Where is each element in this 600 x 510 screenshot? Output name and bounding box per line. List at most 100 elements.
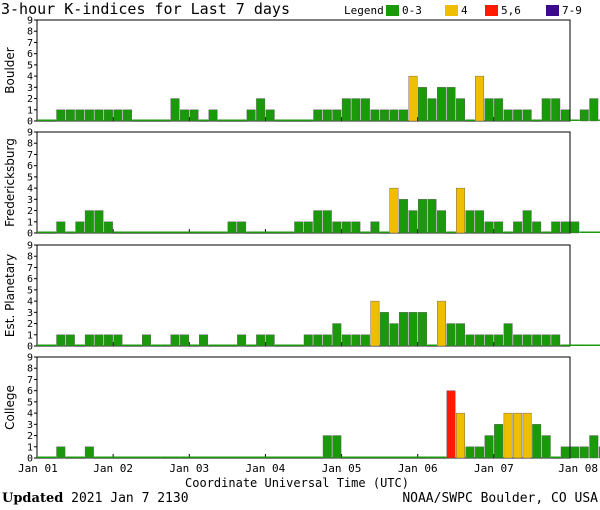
y-tick-label: 1 — [27, 105, 33, 116]
k-bar — [151, 344, 161, 346]
k-bar — [560, 221, 570, 234]
k-bar — [598, 119, 600, 121]
k-bar — [550, 456, 561, 458]
k-bar — [227, 221, 237, 234]
station-label: Fredericksburg — [3, 138, 17, 227]
k-bar — [332, 323, 342, 347]
k-bar — [141, 334, 151, 347]
k-bar — [265, 456, 275, 458]
k-bar — [313, 210, 323, 234]
x-tick-label: Jan 03 — [169, 462, 209, 475]
k-bar — [341, 98, 351, 122]
k-bar — [360, 98, 370, 122]
k-bar — [503, 323, 513, 347]
y-tick-label: 3 — [27, 195, 33, 206]
k-bar — [398, 312, 408, 347]
y-tick-label: 7 — [27, 263, 33, 274]
k-bar — [379, 231, 390, 233]
updated-label: Updated — [2, 491, 64, 506]
legend-heading: Legend: — [344, 4, 391, 17]
k-bar — [170, 98, 180, 122]
y-tick-label: 5 — [27, 397, 33, 408]
k-bar — [122, 344, 133, 346]
k-bar — [246, 109, 256, 122]
k-bar — [418, 199, 427, 234]
k-bar — [227, 344, 237, 346]
k-bar — [274, 456, 285, 458]
legend-swatch-4 — [445, 5, 458, 16]
panel-frame — [36, 356, 571, 459]
k-bar — [37, 119, 47, 121]
k-bar — [456, 187, 466, 234]
k-bar — [132, 456, 142, 458]
k-bar — [46, 456, 57, 458]
k-bar — [103, 221, 113, 234]
y-tick-label: 4 — [27, 297, 33, 308]
k-bar — [94, 334, 104, 347]
k-bar — [370, 109, 380, 122]
k-bar — [65, 231, 76, 233]
k-bar — [398, 199, 408, 234]
k-bar — [265, 334, 275, 347]
y-tick-label: 8 — [27, 27, 33, 38]
updated-stamp: Updated 2021 Jan 7 2130 — [2, 491, 189, 506]
k-bar — [570, 446, 580, 459]
k-bar — [589, 98, 599, 122]
k-bar — [217, 231, 228, 233]
k-bar — [389, 187, 399, 234]
k-bar — [475, 334, 485, 347]
k-bar — [179, 231, 190, 233]
k-bar — [160, 456, 171, 458]
k-bar — [456, 323, 466, 347]
k-bar — [46, 344, 57, 346]
k-bar — [113, 231, 123, 233]
k-bar — [398, 456, 409, 458]
y-tick-label: 3 — [27, 83, 33, 94]
k-bar — [256, 98, 266, 122]
k-bar — [170, 231, 180, 233]
station-label: Est. Planetary — [3, 254, 17, 337]
k-bar — [132, 231, 142, 233]
k-bar — [541, 435, 551, 459]
k-bar — [75, 456, 85, 458]
k-bar — [75, 344, 85, 346]
y-tick-label: 9 — [27, 241, 33, 252]
k-bar — [589, 231, 599, 233]
k-bar — [541, 98, 551, 122]
k-bar — [446, 231, 456, 233]
k-bar — [65, 334, 75, 347]
k-bar — [484, 98, 494, 122]
y-tick-label: 7 — [27, 150, 33, 161]
k-bar — [293, 344, 304, 346]
k-bar — [379, 109, 389, 122]
station-label: Boulder — [3, 47, 17, 94]
k-bar — [427, 98, 437, 122]
k-bar — [513, 412, 523, 459]
k-bar — [532, 334, 542, 347]
k-bar — [274, 344, 285, 346]
legend-label-7-9: 7-9 — [562, 4, 582, 17]
k-bar — [427, 344, 437, 346]
k-bar — [237, 334, 247, 347]
k-bar — [532, 221, 542, 234]
y-tick-label: 8 — [27, 139, 33, 150]
k-bar — [160, 119, 171, 121]
k-bar — [465, 210, 475, 234]
legend-swatch-5-6 — [485, 5, 498, 16]
k-bar — [122, 109, 132, 122]
y-tick-label: 9 — [27, 353, 33, 364]
k-bar — [208, 109, 218, 122]
y-tick-label: 9 — [27, 16, 33, 27]
k-bar — [494, 221, 504, 234]
k-bar — [255, 231, 266, 233]
k-bar — [46, 119, 57, 121]
k-bar — [494, 424, 504, 459]
k-bar — [265, 231, 275, 233]
k-bar — [180, 109, 189, 122]
k-bar — [513, 334, 523, 347]
k-bar — [103, 109, 113, 122]
k-bar — [255, 456, 266, 458]
k-bar — [332, 221, 342, 234]
k-bar — [475, 210, 485, 234]
k-bar — [208, 231, 218, 233]
